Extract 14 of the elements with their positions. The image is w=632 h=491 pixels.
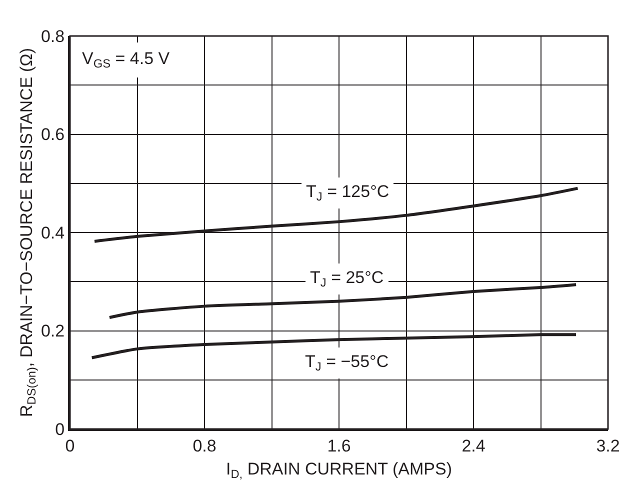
y-tick-label: 0 bbox=[55, 420, 65, 439]
annotation: V$_{GS}$ = 4.5 V bbox=[82, 49, 170, 71]
y-tick-label: 0.4 bbox=[40, 223, 65, 242]
y-tick-label: 0.2 bbox=[40, 322, 65, 341]
series-label: T$_{J}$ = 125°C bbox=[306, 182, 390, 204]
y-tick-label: 0.8 bbox=[40, 26, 65, 46]
series-label: T$_{J}$ = −55°C bbox=[305, 352, 389, 374]
x-tick-label: 1.6 bbox=[327, 436, 351, 456]
series-label: T$_{J}$ = 25°C bbox=[310, 268, 384, 290]
x-tick-label: 0.8 bbox=[192, 436, 216, 456]
y-tick-label: 0.6 bbox=[40, 125, 65, 144]
x-tick-label: 3.2 bbox=[596, 436, 620, 456]
x-tick-label: 2.4 bbox=[462, 436, 486, 456]
x-axis-title: I$_{D,}$ DRAIN CURRENT (AMPS) bbox=[226, 459, 452, 481]
